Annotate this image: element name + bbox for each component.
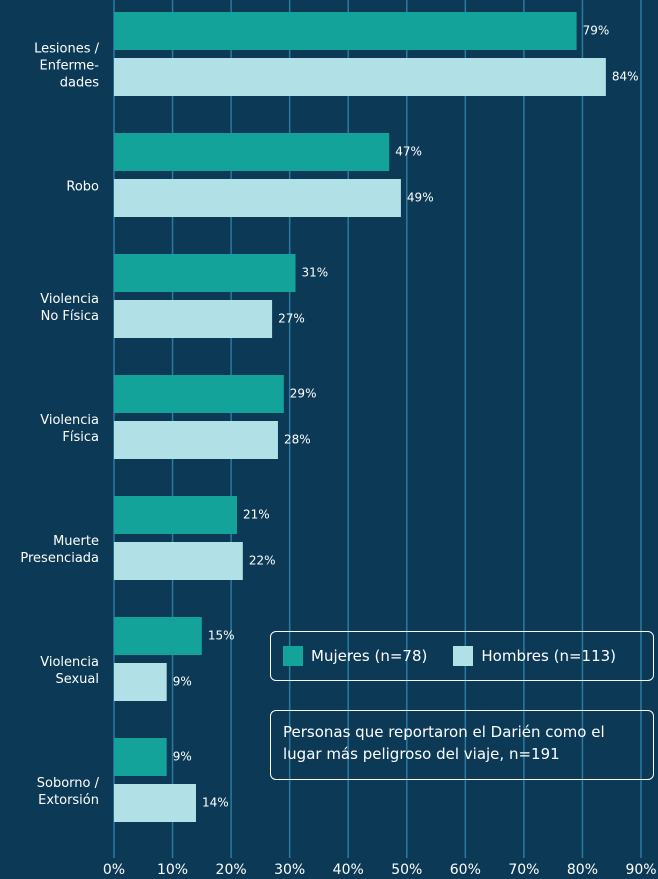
data-label: 22% <box>249 554 276 568</box>
bar <box>114 784 196 822</box>
x-tick-label: 80% <box>567 862 598 878</box>
x-tick-label: 0% <box>103 862 125 878</box>
x-tick-label: 90% <box>625 862 656 878</box>
data-label: 27% <box>278 312 305 326</box>
bar <box>114 133 390 171</box>
bar <box>114 738 167 776</box>
category-label: Robo <box>66 179 99 195</box>
bar <box>114 179 401 217</box>
bar <box>114 617 202 655</box>
bar <box>114 58 606 96</box>
data-label: 28% <box>284 433 311 447</box>
bar <box>114 542 243 580</box>
legend: Mujeres (n=78) Hombres (n=113) <box>270 631 654 681</box>
x-tick-label: 30% <box>274 862 305 878</box>
x-tick-label: 20% <box>216 862 247 878</box>
bar <box>114 663 167 701</box>
x-tick-label: 40% <box>333 862 364 878</box>
legend-swatch <box>283 646 303 666</box>
legend-swatch <box>453 646 474 666</box>
data-label: 29% <box>290 387 317 401</box>
data-label: 84% <box>612 70 639 84</box>
legend-item: Mujeres (n=78) <box>283 646 427 666</box>
category-label: Soborno / Extorsión <box>36 776 99 808</box>
bar <box>114 496 237 534</box>
data-label: 9% <box>173 750 192 764</box>
x-tick-label: 10% <box>157 862 188 878</box>
legend-label: Hombres (n=113) <box>481 647 617 665</box>
note: Personas que reportaron el Darién como e… <box>270 710 654 780</box>
data-label: 79% <box>583 24 610 38</box>
category-label: Lesiones / Enferme- dades <box>34 41 99 91</box>
data-label: 47% <box>395 145 422 159</box>
legend-item: Hombres (n=113) <box>453 646 616 666</box>
x-tick-label: 60% <box>450 862 481 878</box>
bar <box>114 254 296 292</box>
data-label: 9% <box>173 675 192 689</box>
data-label: 21% <box>243 508 270 522</box>
data-label: 14% <box>202 796 229 810</box>
data-label: 49% <box>407 191 434 205</box>
legend-label: Mujeres (n=78) <box>311 647 428 665</box>
data-label: 31% <box>302 266 329 280</box>
category-label: Violencia Sexual <box>40 655 99 687</box>
bar <box>114 375 284 413</box>
category-label: Violencia No Física <box>40 292 99 324</box>
bar <box>114 300 273 338</box>
bar <box>114 12 577 50</box>
data-label: 15% <box>208 629 235 643</box>
x-tick-label: 70% <box>508 862 539 878</box>
category-label: Muerte Presenciada <box>20 534 99 566</box>
bar <box>114 421 278 459</box>
category-label: Violencia Física <box>40 413 99 445</box>
x-tick-label: 50% <box>391 862 422 878</box>
